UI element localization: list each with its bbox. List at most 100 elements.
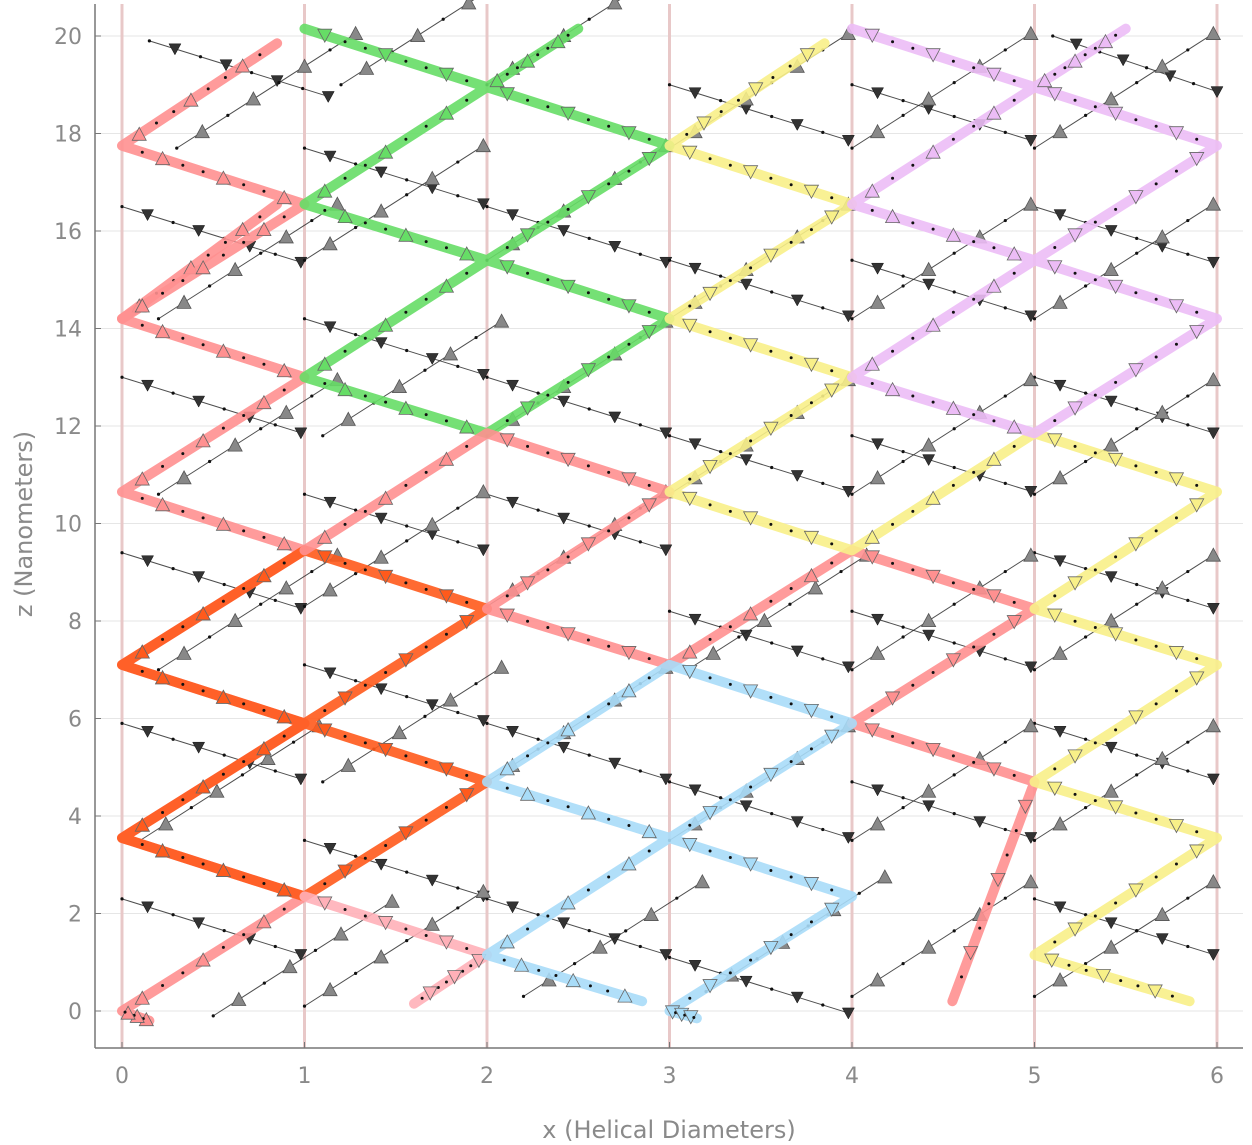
strand-dot	[1032, 838, 1037, 842]
highlight-dot	[404, 310, 408, 314]
highlight-up-marker	[1067, 53, 1083, 68]
down-triangle-marker	[557, 512, 571, 525]
down-triangle-marker	[425, 874, 439, 887]
highlight-dot	[140, 323, 144, 327]
strand-dot	[770, 290, 774, 294]
strand-dot	[1135, 427, 1139, 431]
strand-dot	[667, 258, 672, 262]
highlight-dot	[769, 868, 773, 872]
strand	[850, 547, 1039, 672]
up-triangle-marker	[475, 483, 492, 499]
highlight-down-marker	[1189, 844, 1205, 859]
down-triangle-marker	[922, 278, 936, 291]
highlight-down-marker	[742, 857, 759, 872]
highlight-dot	[911, 683, 915, 687]
highlight-dot	[1093, 799, 1097, 803]
highlight-down-marker	[864, 28, 880, 44]
highlight-dot	[789, 702, 793, 706]
highlight-down-marker	[763, 767, 779, 783]
strand	[850, 258, 1038, 323]
highlight-dot	[140, 150, 144, 154]
down-triangle-marker	[841, 135, 855, 147]
highlight-dot	[728, 625, 732, 629]
strand	[1032, 196, 1222, 321]
highlight-up-marker	[925, 490, 941, 505]
strand-dot	[1032, 668, 1037, 672]
strand-line	[851, 881, 1032, 997]
down-triangle-marker	[141, 379, 154, 392]
strand-dot	[302, 317, 307, 321]
highlight-dot	[911, 568, 915, 572]
strand-dot	[952, 427, 956, 431]
highlight-dot	[343, 734, 347, 738]
highlight-dot	[1114, 380, 1118, 384]
highlight-dot	[242, 587, 246, 590]
highlight-down-marker	[398, 653, 414, 668]
strand-line	[304, 145, 484, 261]
down-triangle-marker	[659, 544, 673, 557]
highlight-dot	[505, 786, 509, 790]
highlight-dot	[789, 875, 793, 879]
strand-dot	[901, 284, 905, 288]
highlight-up-marker	[499, 934, 515, 949]
strand-line	[304, 493, 484, 551]
highlight-down-marker	[702, 806, 718, 821]
highlight-dot	[201, 862, 205, 866]
x-tick-label: 1	[298, 1064, 312, 1089]
y-tick-label: 14	[54, 318, 82, 343]
strand-line	[1034, 898, 1214, 955]
highlight-dot	[809, 401, 813, 405]
highlight-dot	[647, 849, 651, 853]
highlight-down-marker	[641, 152, 657, 167]
strand	[302, 483, 492, 608]
highlight-dot	[788, 64, 792, 68]
strand-dot	[175, 146, 179, 150]
up-triangle-marker	[592, 939, 608, 954]
strand-dot	[211, 1014, 215, 1018]
highlight-up-marker	[884, 381, 901, 397]
strand-dot	[328, 48, 332, 52]
up-triangle-marker	[424, 916, 440, 931]
highlight-dot	[444, 980, 448, 984]
down-triangle-marker	[1053, 555, 1067, 568]
highlight-up-marker	[134, 298, 150, 313]
highlight-dot	[384, 227, 388, 231]
highlight-up-marker	[682, 644, 698, 659]
strand-dot	[638, 423, 642, 427]
strand-dot	[226, 113, 230, 117]
up-triangle-marker	[920, 437, 937, 452]
strand	[156, 371, 346, 496]
highlight-dot	[1053, 594, 1057, 598]
up-triangle-marker	[231, 991, 247, 1006]
highlight-dot	[789, 760, 793, 764]
highlight-dot	[1093, 105, 1097, 109]
up-triangle-marker	[1205, 196, 1222, 211]
highlight-dot	[951, 310, 955, 314]
highlight-down-marker	[696, 116, 712, 131]
strand	[1032, 717, 1222, 842]
highlight-dot	[444, 419, 448, 423]
strand-dot	[1032, 897, 1037, 901]
down-triangle-marker	[1024, 135, 1038, 147]
highlight-down-marker	[580, 537, 597, 552]
highlight-up-marker	[1097, 33, 1114, 49]
highlight-up-marker	[337, 208, 353, 224]
highlight-dot	[1174, 689, 1178, 693]
strand	[667, 258, 855, 323]
strand	[485, 375, 673, 440]
strand	[850, 371, 1039, 496]
up-triangle-marker	[322, 582, 338, 597]
highlight-dot	[343, 349, 347, 353]
strand-dot	[354, 333, 358, 337]
strand-dot	[850, 609, 854, 613]
highlight-dot	[1093, 914, 1097, 918]
highlight-dot	[1093, 451, 1097, 455]
strand-dot	[405, 695, 409, 699]
highlight-dot	[404, 754, 408, 758]
highlight-dot	[972, 413, 976, 417]
strand-dot	[624, 929, 628, 933]
y-tick-label: 16	[54, 220, 82, 245]
highlight-series	[117, 38, 310, 324]
strand-dot	[249, 71, 254, 75]
highlight-dot	[1093, 626, 1097, 629]
